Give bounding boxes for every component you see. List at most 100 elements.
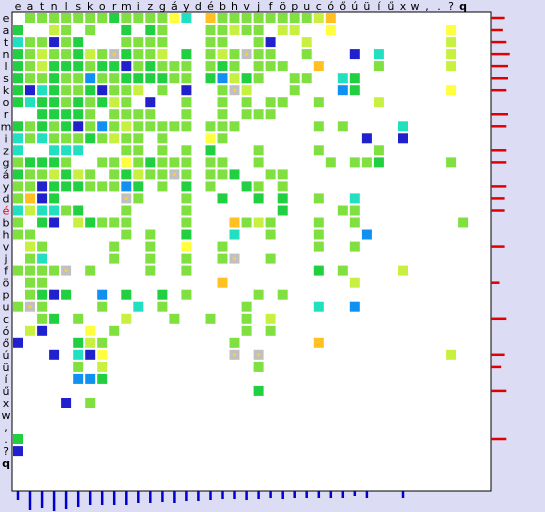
heatmap-cell — [13, 193, 23, 204]
heatmap-cell — [49, 193, 60, 204]
heatmap-cell — [49, 109, 60, 120]
heatmap-cell — [13, 37, 23, 48]
heatmap-cell — [157, 13, 168, 23]
heatmap-cell — [277, 181, 288, 192]
y-tick-label: l — [4, 60, 7, 73]
x-tick-label: ö — [279, 0, 286, 13]
heatmap-cell — [265, 37, 276, 48]
heatmap-cell — [85, 325, 96, 336]
heatmap-cell — [49, 205, 60, 216]
x-tick-label: h — [231, 0, 238, 13]
heatmap-cell — [121, 289, 132, 300]
heatmap-cell — [37, 157, 48, 168]
x-tick-label: q — [459, 0, 467, 13]
heatmap-cell — [446, 49, 457, 60]
heatmap-cell — [373, 49, 384, 60]
heatmap-cell — [121, 121, 132, 132]
x-tick-label: m — [121, 0, 132, 13]
heatmap-cell — [217, 253, 228, 264]
heatmap-cell — [313, 229, 324, 240]
heatmap-cell — [73, 373, 84, 384]
heatmap-cell — [229, 61, 240, 72]
heatmap-cell — [217, 157, 228, 168]
heatmap-cell — [265, 61, 276, 72]
heatmap-cell — [25, 277, 35, 288]
heatmap-cell — [157, 73, 168, 84]
heatmap-cell — [61, 109, 72, 120]
heatmap-cell — [73, 37, 84, 48]
heatmap-cell — [181, 157, 192, 168]
x-tick-label: ú — [351, 0, 358, 13]
heatmap-cell — [109, 97, 120, 108]
heatmap-cell — [181, 61, 192, 72]
heatmap-cell — [97, 181, 108, 192]
heatmap-cell — [337, 265, 348, 276]
x-tick-label: á — [171, 0, 178, 13]
heatmap-cell — [13, 85, 23, 96]
heatmap-cell — [373, 157, 384, 168]
y-tick-label: , — [4, 421, 8, 434]
heatmap-cell — [121, 109, 132, 120]
heatmap-cell — [13, 157, 23, 168]
heatmap-cell — [229, 73, 240, 84]
heatmap-cell — [109, 241, 120, 252]
heatmap-cell — [13, 301, 23, 312]
heatmap-cell — [37, 265, 48, 276]
heatmap-cell — [229, 25, 240, 35]
heatmap-cell — [85, 25, 96, 35]
heatmap-cell — [265, 229, 276, 240]
x-tick-label: ü — [363, 0, 370, 13]
heatmap-cell — [229, 229, 240, 240]
heatmap-cell — [349, 217, 360, 228]
heatmap-cell — [205, 25, 216, 35]
heatmap-cell — [49, 145, 60, 156]
y-tick-label: f — [4, 265, 9, 278]
heatmap-cell — [13, 121, 23, 132]
x-tick-label: z — [147, 0, 153, 13]
heatmap-cell — [337, 121, 348, 132]
heatmap-cell — [49, 265, 60, 276]
y-tick-label: w — [2, 409, 11, 422]
heatmap-cell — [241, 313, 252, 324]
heatmap-cell — [265, 253, 276, 264]
heatmap-cell — [13, 73, 23, 84]
heatmap-cell — [181, 181, 192, 192]
heatmap-cell — [265, 325, 276, 336]
heatmap-cell — [37, 217, 48, 228]
heatmap-cell — [205, 49, 216, 60]
heatmap-cell — [229, 49, 240, 60]
heatmap-cell — [37, 181, 48, 192]
heatmap-cell — [361, 229, 372, 240]
heatmap-cell — [49, 25, 60, 35]
heatmap-cell — [37, 49, 48, 60]
heatmap-cell — [289, 73, 300, 84]
heatmap-cell — [145, 73, 156, 84]
heatmap-cell — [398, 121, 408, 132]
heatmap-cell — [241, 73, 252, 84]
heatmap-cell — [349, 241, 360, 252]
heatmap-cell — [205, 145, 216, 156]
x-tick-label: ó — [327, 0, 334, 13]
heatmap-cell — [446, 157, 457, 168]
heatmap-cell — [49, 349, 60, 360]
heatmap-cell — [61, 49, 72, 60]
heatmap-cell — [181, 265, 192, 276]
heatmap-cell — [217, 121, 228, 132]
heatmap-cell — [229, 13, 240, 23]
heatmap-cell — [97, 73, 108, 84]
heatmap-cell — [133, 121, 144, 132]
heatmap-cell — [121, 133, 132, 144]
heatmap-cell — [181, 121, 192, 132]
heatmap-cell — [85, 169, 96, 180]
heatmap-cell — [325, 157, 336, 168]
heatmap-cell — [13, 133, 23, 144]
heatmap-cell — [145, 253, 156, 264]
heatmap-cell — [217, 25, 228, 35]
x-tick-label: u — [303, 0, 310, 13]
heatmap-cell — [145, 157, 156, 168]
heatmap-cell — [121, 37, 132, 48]
x-tick-label: j — [256, 0, 260, 13]
heatmap-cell — [73, 169, 84, 180]
x-tick-label: x — [400, 0, 407, 13]
x-tick-label: ? — [448, 0, 454, 13]
